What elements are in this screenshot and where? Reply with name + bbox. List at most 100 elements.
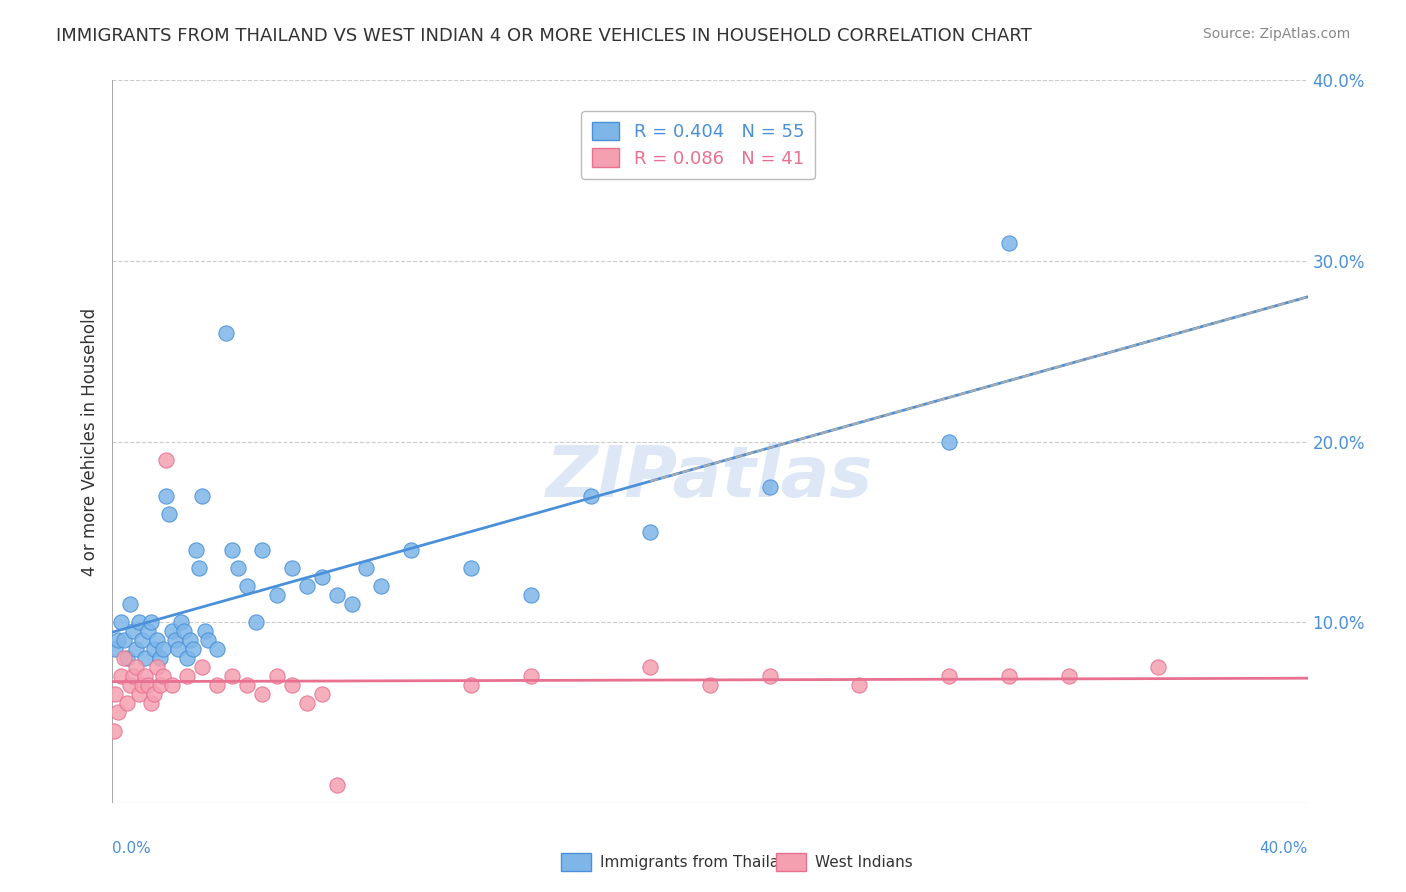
Point <box>110 669 132 683</box>
Point <box>205 642 228 657</box>
Point <box>221 669 243 683</box>
Point <box>266 669 288 683</box>
Point <box>149 678 172 692</box>
Point <box>117 651 139 665</box>
Point <box>165 633 187 648</box>
Point <box>325 778 347 792</box>
Point <box>157 507 180 521</box>
Point <box>117 697 139 711</box>
Point <box>250 687 273 701</box>
Point <box>143 642 166 657</box>
Point <box>356 561 378 575</box>
FancyBboxPatch shape <box>561 854 591 871</box>
Point <box>162 678 183 692</box>
Point <box>998 235 1021 250</box>
Point <box>122 624 145 639</box>
Point <box>205 678 228 692</box>
Point <box>370 579 392 593</box>
Point <box>998 669 1021 683</box>
Legend: R = 0.404   N = 55, R = 0.086   N = 41: R = 0.404 N = 55, R = 0.086 N = 41 <box>581 111 815 178</box>
Point <box>176 669 198 683</box>
Point <box>131 678 153 692</box>
Point <box>1057 669 1080 683</box>
Point <box>266 588 288 602</box>
Point <box>1147 660 1170 674</box>
Point <box>146 660 169 674</box>
Point <box>938 669 960 683</box>
Point <box>181 642 204 657</box>
Text: 0.0%: 0.0% <box>112 841 152 856</box>
Point <box>295 579 318 593</box>
Text: IMMIGRANTS FROM THAILAND VS WEST INDIAN 4 OR MORE VEHICLES IN HOUSEHOLD CORRELAT: IMMIGRANTS FROM THAILAND VS WEST INDIAN … <box>56 27 1032 45</box>
Point <box>120 597 142 611</box>
Point <box>103 723 125 738</box>
Point <box>188 561 211 575</box>
Point <box>155 452 177 467</box>
Point <box>281 561 304 575</box>
Text: 40.0%: 40.0% <box>1260 841 1308 856</box>
Point <box>125 642 148 657</box>
Point <box>110 615 132 630</box>
Point <box>131 633 153 648</box>
Point <box>149 651 172 665</box>
Point <box>138 678 160 692</box>
Point <box>460 561 482 575</box>
Point <box>226 561 249 575</box>
Point <box>245 615 267 630</box>
Point <box>221 542 243 557</box>
Point <box>759 669 782 683</box>
Point <box>579 489 602 503</box>
Point <box>236 678 259 692</box>
Point <box>179 633 201 648</box>
Point <box>143 687 166 701</box>
Point <box>520 588 543 602</box>
Point <box>197 633 219 648</box>
Point <box>311 687 333 701</box>
Y-axis label: 4 or more Vehicles in Household: 4 or more Vehicles in Household <box>80 308 98 575</box>
Point <box>640 660 662 674</box>
Point <box>107 706 129 720</box>
Point <box>699 678 721 692</box>
Point <box>114 651 135 665</box>
Point <box>122 669 145 683</box>
Point <box>141 697 163 711</box>
Point <box>236 579 259 593</box>
Point <box>191 660 214 674</box>
Point <box>104 687 127 701</box>
Point <box>141 615 163 630</box>
Point <box>194 624 217 639</box>
Point <box>152 642 174 657</box>
Point <box>104 642 127 657</box>
Point <box>311 570 333 584</box>
Point <box>155 489 177 503</box>
Point <box>114 633 135 648</box>
Point <box>325 588 347 602</box>
Point <box>191 489 214 503</box>
FancyBboxPatch shape <box>776 854 806 871</box>
Point <box>848 678 870 692</box>
Point <box>170 615 193 630</box>
Point <box>281 678 304 692</box>
Point <box>134 669 156 683</box>
Point <box>250 542 273 557</box>
Point <box>176 651 198 665</box>
Point <box>340 597 363 611</box>
Point <box>460 678 482 692</box>
Point <box>173 624 195 639</box>
Point <box>128 615 150 630</box>
Text: West Indians: West Indians <box>815 855 912 870</box>
Point <box>134 651 156 665</box>
Text: Immigrants from Thailand: Immigrants from Thailand <box>600 855 799 870</box>
Point <box>120 678 142 692</box>
Point <box>186 542 208 557</box>
Point <box>107 633 129 648</box>
Point <box>759 480 782 494</box>
Text: Source: ZipAtlas.com: Source: ZipAtlas.com <box>1202 27 1350 41</box>
Point <box>128 687 150 701</box>
Point <box>640 524 662 539</box>
Point <box>938 434 960 449</box>
Point <box>152 669 174 683</box>
Point <box>162 624 183 639</box>
Point <box>167 642 190 657</box>
Point <box>125 660 148 674</box>
